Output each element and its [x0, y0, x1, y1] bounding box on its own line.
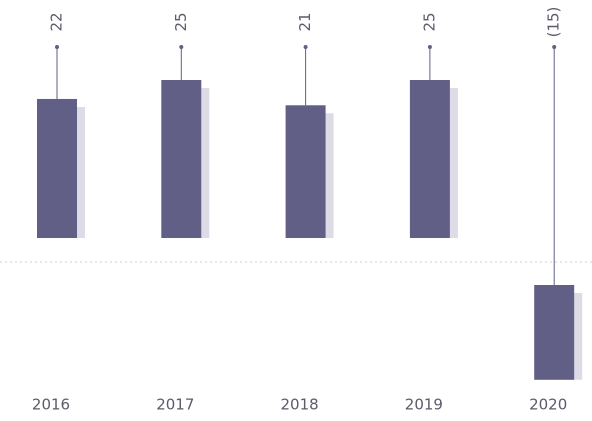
bar	[534, 285, 575, 380]
x-tick-label: 2016	[32, 396, 70, 414]
value-label: 25	[420, 12, 438, 31]
x-tick-label: 2018	[281, 396, 319, 414]
bar	[37, 98, 77, 239]
x-tick-label: 2017	[156, 396, 194, 414]
leader-dot	[303, 45, 308, 49]
leader-dot	[552, 45, 557, 49]
leader-dot	[427, 45, 432, 49]
x-tick-label: 2020	[529, 396, 567, 414]
leader-dot	[179, 45, 184, 49]
value-label: 25	[172, 12, 190, 31]
value-label: 22	[48, 12, 66, 31]
bar	[409, 80, 450, 238]
value-label: (15)	[545, 7, 563, 38]
value-label: 21	[296, 12, 314, 31]
bar	[285, 105, 326, 238]
x-tick-label: 2019	[405, 396, 443, 414]
bar	[161, 80, 202, 238]
leader-dot	[55, 45, 59, 49]
